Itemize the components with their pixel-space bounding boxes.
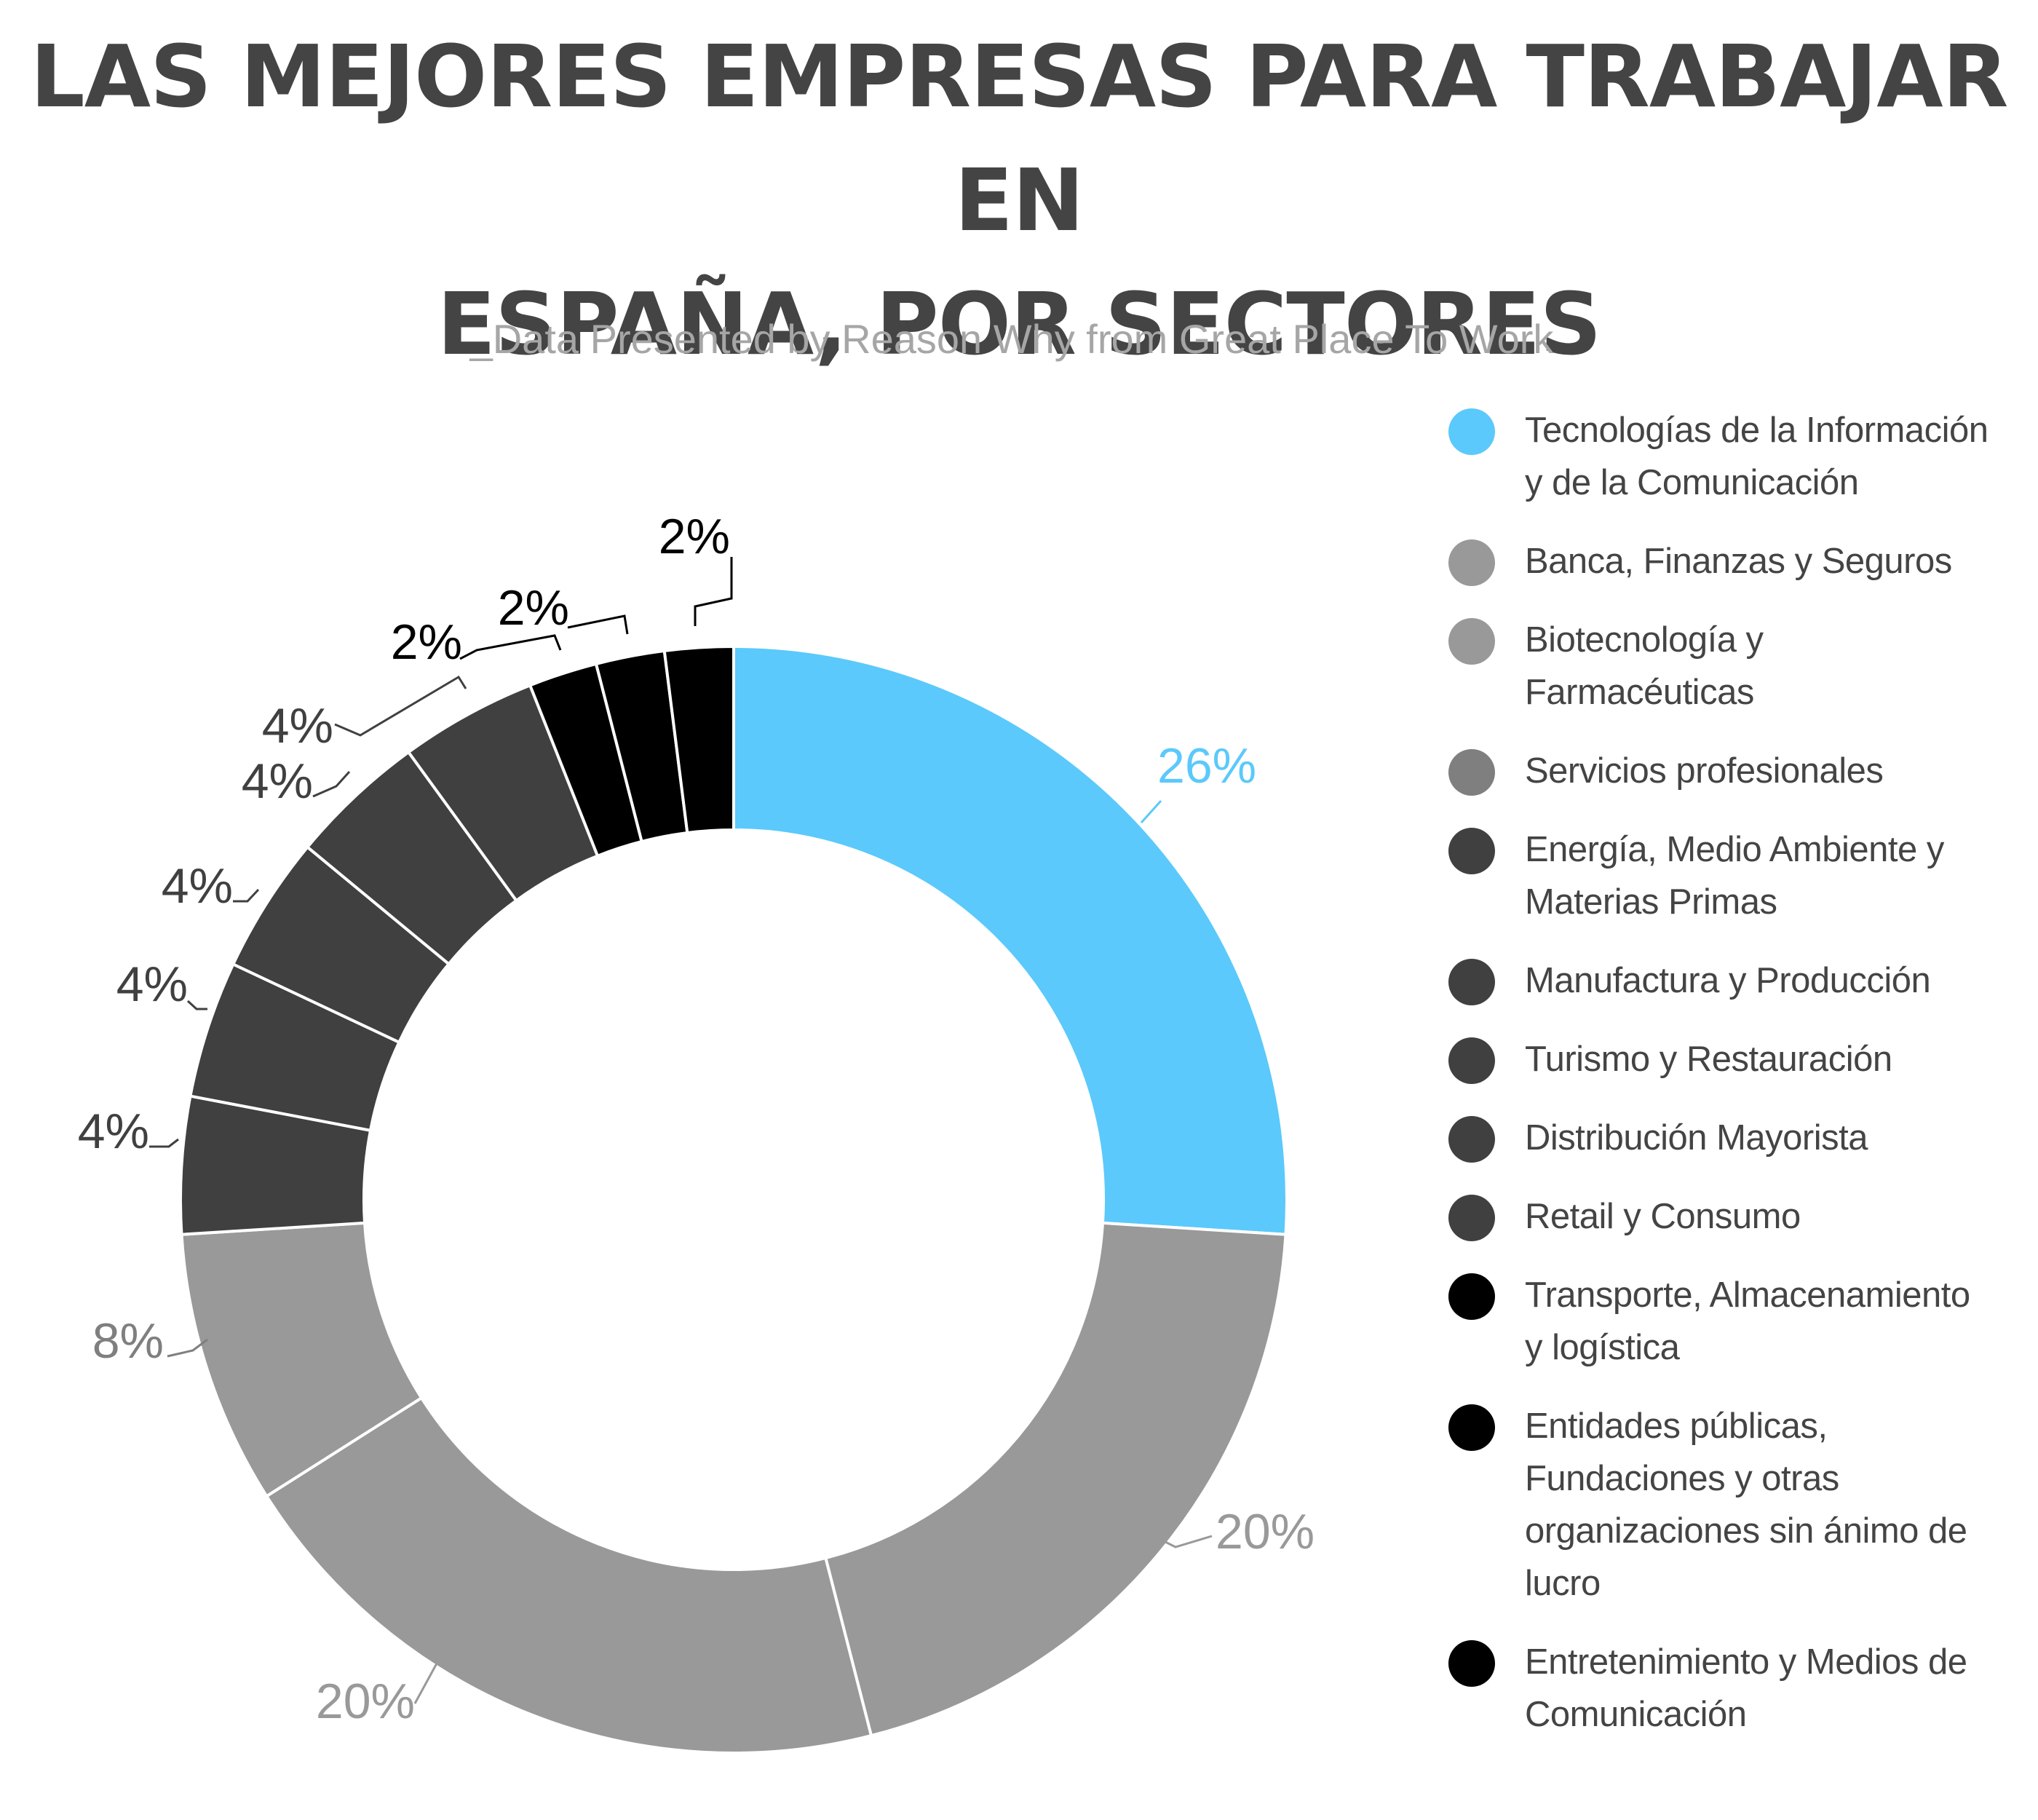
slice-percent-label: 4% [162, 858, 233, 914]
slice-percent-label: 20% [316, 1674, 415, 1729]
label-leader-line [1140, 799, 1162, 824]
legend-label: Banca, Finanzas y Seguros [1525, 542, 1952, 581]
legend-label: organizaciones sin ánimo de [1525, 1511, 1967, 1551]
label-leader-line [312, 770, 351, 798]
legend-swatch [1448, 408, 1495, 455]
legend-item: Tecnologías de la Información y de la Com… [1448, 404, 2031, 509]
legend-label: y de la Comunicación [1525, 463, 1859, 502]
legend-label: Tecnologías de la Información [1525, 411, 1989, 450]
legend-label: Distribución Mayorista [1525, 1118, 1868, 1158]
legend-label: Farmacéuticas [1525, 673, 1754, 712]
legend-item: Biotecnología y Farmacéuticas [1448, 614, 2031, 719]
legend-item: Turismo y Restauración [1448, 1033, 2031, 1085]
slice-percent-label: 20% [1216, 1504, 1315, 1559]
label-leader-line [167, 1338, 208, 1358]
label-leader-line [459, 634, 562, 660]
legend-item: Retail y Consumo [1448, 1190, 2031, 1243]
legend-label: Entidades públicas, [1525, 1406, 1828, 1446]
slice-percent-label: 2% [391, 614, 462, 670]
label-leader-line [233, 888, 260, 903]
legend-label: Materias Primas [1525, 882, 1777, 922]
chart-title: LAS MEJORES EMPRESAS PARA TRABAJAR EN ES… [30, 26, 2009, 374]
legend-label: lucro [1525, 1564, 1601, 1603]
donut-slice [264, 1396, 873, 1754]
legend-label: y logística [1525, 1328, 1680, 1367]
legend-swatch [1448, 539, 1495, 586]
slice-percent-label: 26% [1157, 738, 1256, 794]
label-leader-line [413, 1662, 529, 1707]
slice-percent-label: 8% [92, 1313, 164, 1369]
slice-percent-label: 2% [659, 509, 730, 564]
legend: Tecnologías de la Información y de la Com… [1448, 404, 2031, 1767]
legend-item: Entidades públicas, Fundaciones y otras or… [1448, 1400, 2031, 1610]
donut-slices [179, 644, 1288, 1754]
donut-slice [732, 644, 1288, 1236]
legend-label: Servicios profesionales [1525, 751, 1884, 791]
legend-label: Manufactura y Producción [1525, 961, 1931, 1000]
legend-swatch [1448, 1273, 1495, 1320]
legend-item: Manufactura y Producción [1448, 954, 2031, 1007]
slice-percent-label: 4% [116, 957, 188, 1012]
legend-item: Energía, Medio Ambiente y Materias Primas [1448, 823, 2031, 928]
label-leader-line [567, 614, 629, 635]
legend-label: Energía, Medio Ambiente y [1525, 830, 1944, 869]
legend-swatch [1448, 1640, 1495, 1687]
slice-percent-label: 2% [498, 580, 569, 636]
legend-swatch [1448, 749, 1495, 796]
legend-label: Biotecnología y [1525, 620, 1764, 660]
legend-label: Turismo y Restauración [1525, 1040, 1892, 1079]
legend-label: Fundaciones y otras [1525, 1459, 1839, 1498]
slice-percent-label: 4% [242, 753, 313, 809]
legend-item: Banca, Finanzas y Seguros [1448, 535, 2031, 587]
legend-label: Comunicación [1525, 1695, 1747, 1734]
label-leader-line [694, 557, 733, 626]
label-leader-line [334, 675, 467, 737]
label-leader-lines [149, 557, 1213, 1707]
label-leader-line [1160, 1535, 1213, 1548]
legend-label: Retail y Consumo [1525, 1197, 1801, 1236]
legend-swatch [1448, 1404, 1495, 1451]
legend-swatch [1448, 1116, 1495, 1163]
chart-subtitle: _Data Presented by Reason Why from Great… [469, 316, 1554, 362]
donut-slice [823, 1221, 1288, 1738]
legend-item: Servicios profesionales [1448, 745, 2031, 797]
legend-label: Transporte, Almacenamiento [1525, 1275, 1970, 1315]
data-labels: 26%20%20%8%4%4%4%4%4%2%2%2% [78, 509, 1315, 1729]
legend-item: Transporte, Almacenamiento y logística [1448, 1269, 2031, 1374]
legend-swatch [1448, 828, 1495, 874]
label-leader-line [186, 1000, 207, 1010]
slice-percent-label: 4% [262, 698, 333, 753]
legend-swatch [1448, 959, 1495, 1005]
legend-swatch [1448, 1195, 1495, 1241]
label-leader-line [149, 1138, 179, 1148]
donut-slice [662, 644, 735, 835]
legend-swatch [1448, 618, 1495, 665]
legend-swatch [1448, 1037, 1495, 1084]
slice-percent-label: 4% [78, 1104, 149, 1159]
legend-item: Distribución Mayorista [1448, 1112, 2031, 1164]
legend-item: Entretenimiento y Medios de Comunicación [1448, 1636, 2031, 1741]
legend-label: Entretenimiento y Medios de [1525, 1642, 1967, 1682]
